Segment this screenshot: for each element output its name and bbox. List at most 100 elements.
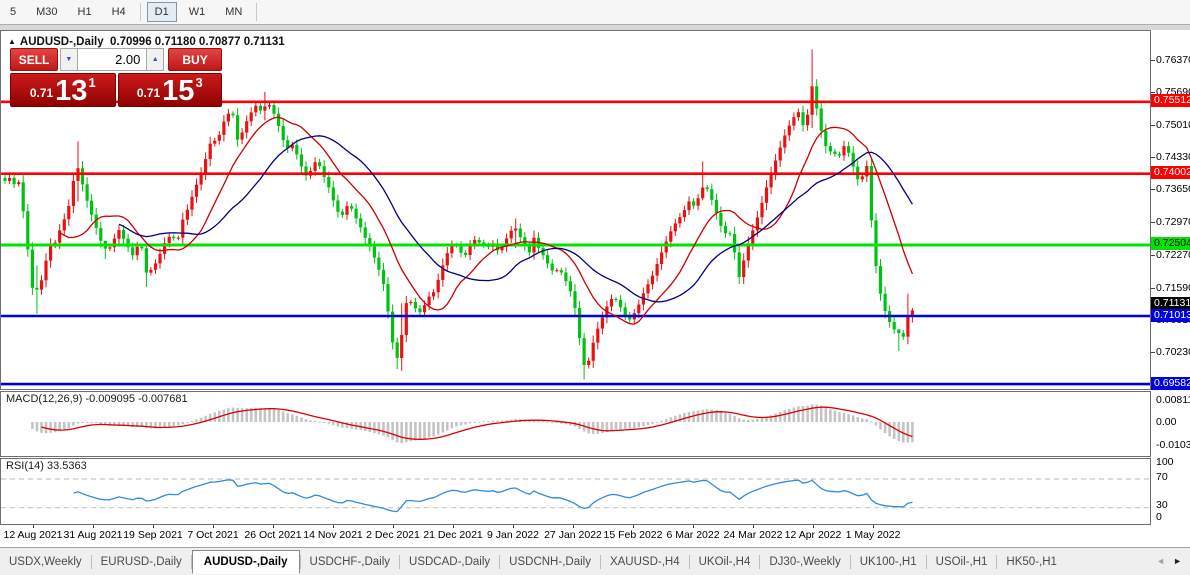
chart-tab-usdcnh-daily[interactable]: USDCNH-,Daily (509, 556, 591, 568)
tab-separator (299, 555, 301, 569)
timeframe-button-h4[interactable]: H4 (111, 6, 126, 18)
buy-button[interactable]: BUY (168, 48, 222, 71)
sell-price-main: 13 (55, 75, 88, 107)
price-level-label: 0.69582 (1151, 377, 1190, 390)
date-tick-mark (273, 525, 274, 528)
buy-price-main: 15 (162, 75, 195, 107)
buy-price-box[interactable]: 0.71 15 3 (117, 73, 222, 107)
macd-canvas[interactable] (1, 392, 1150, 456)
timeframe-button-5[interactable]: 5 (10, 6, 17, 18)
chart-tab-uk100-h1[interactable]: UK100-,H1 (859, 556, 917, 568)
date-tick-mark (93, 525, 94, 528)
date-tick-mark (453, 525, 454, 528)
sell-price-pip: 1 (88, 75, 96, 90)
macd-panel[interactable] (0, 391, 1151, 457)
chart-tab-hk50-h1[interactable]: HK50-,H1 (1006, 556, 1057, 568)
rsi-axis-label: 100 (1156, 456, 1174, 468)
sell-price-box[interactable]: 0.71 13 1 (10, 73, 116, 107)
tab-separator (190, 555, 192, 569)
chart-tab-usdcad-daily[interactable]: USDCAD-,Daily (409, 556, 491, 568)
date-label: 26 Oct 2021 (244, 529, 302, 541)
date-tick-mark (513, 525, 514, 528)
price-tick-mark (1151, 92, 1155, 93)
tab-separator (499, 555, 501, 569)
tab-separator (925, 555, 927, 569)
date-label: 19 Sep 2021 (123, 529, 183, 541)
chart-tab-usoil-h1[interactable]: USOil-,H1 (935, 556, 988, 568)
volume-decrease-button[interactable]: ▼ (60, 48, 78, 71)
date-label: 24 Mar 2022 (723, 529, 783, 541)
chart-ohlc: 0.70996 0.71180 0.70877 0.71131 (110, 36, 285, 48)
tab-scroll-left-icon[interactable]: ◄ (1156, 556, 1166, 566)
date-label: 31 Aug 2021 (63, 529, 123, 541)
date-label: 6 Mar 2022 (666, 529, 720, 541)
price-tick-mark (1151, 157, 1155, 158)
tab-separator (599, 555, 601, 569)
rsi-panel[interactable] (0, 458, 1151, 525)
timeframe-button-m30[interactable]: M30 (36, 6, 58, 18)
tab-separator (399, 555, 401, 569)
one-click-trading-panel: SELL ▼ 2.00 ▲ BUY 0.71 13 1 0.71 15 3 (10, 48, 222, 107)
sell-price-prefix: 0.71 (29, 86, 54, 100)
rsi-axis-label: 70 (1156, 471, 1168, 483)
price-level-label: 0.72504 (1151, 237, 1190, 250)
rsi-canvas[interactable] (1, 459, 1150, 524)
date-label: 12 Aug 2021 (3, 529, 63, 541)
price-tick-mark (1151, 288, 1155, 289)
date-label: 15 Feb 2022 (603, 529, 663, 541)
volume-increase-button[interactable]: ▲ (146, 48, 165, 71)
chart-tab-usdx-weekly[interactable]: USDX,Weekly (9, 556, 82, 568)
date-label: 1 May 2022 (845, 529, 901, 541)
price-tick-mark (1151, 189, 1155, 190)
rsi-axis-label: 0 (1156, 511, 1162, 523)
tab-separator (688, 555, 690, 569)
toolbar-separator (256, 3, 258, 21)
chart-tab-audusd-daily[interactable]: AUDUSD-,Daily (191, 550, 300, 574)
candlestick-chart-canvas[interactable] (1, 31, 1150, 389)
price-level-label: 0.71013 (1151, 309, 1190, 322)
toolbar-separator (139, 3, 141, 21)
macd-axis-label: 0.00811 (1156, 394, 1190, 406)
macd-axis-label: -0.01031 (1156, 439, 1190, 451)
price-tick-mark (1151, 222, 1155, 223)
timeframe-button-w1[interactable]: W1 (188, 6, 206, 18)
timeframe-button-d1[interactable]: D1 (146, 2, 177, 22)
date-label: 9 Jan 2022 (487, 529, 539, 541)
date-tick-mark (693, 525, 694, 528)
timeframe-button-h1[interactable]: H1 (77, 6, 92, 18)
chart-tab-usdchf-daily[interactable]: USDCHF-,Daily (309, 556, 391, 568)
sell-button[interactable]: SELL (10, 48, 59, 71)
chart-tab-xauusd-h4[interactable]: XAUUSD-,H4 (609, 556, 680, 568)
tab-separator (759, 555, 761, 569)
volume-input[interactable]: 2.00 (77, 48, 147, 71)
price-tick-mark (1151, 255, 1155, 256)
price-level-label: 0.75512 (1151, 94, 1190, 107)
timeframe-toolbar: 5 M30 H1 H4 D1 W1 MN (0, 0, 1190, 25)
date-tick-mark (753, 525, 754, 528)
timeframe-button-mn[interactable]: MN (225, 6, 243, 18)
date-label: 7 Oct 2021 (187, 529, 239, 541)
chart-tab-dj30-weekly[interactable]: DJ30-,Weekly (769, 556, 841, 568)
rsi-axis-label: 30 (1156, 499, 1168, 511)
price-tick-mark (1151, 125, 1155, 126)
date-tick-mark (153, 525, 154, 528)
chart-tab-eurusd-daily[interactable]: EURUSD-,Daily (100, 556, 182, 568)
macd-label: MACD(12,26,9) -0.009095 -0.007681 (6, 393, 188, 405)
chart-title: ▲ AUDUSD-,Daily 0.70996 0.71180 0.70877 0… (8, 36, 285, 48)
price-level-label: 0.74002 (1151, 166, 1190, 179)
tab-separator (996, 555, 998, 569)
chart-tab-ukoil-h4[interactable]: UKOil-,H4 (698, 556, 751, 568)
date-label: 14 Nov 2021 (303, 529, 363, 541)
buy-price-pip: 3 (195, 75, 203, 90)
date-tick-mark (573, 525, 574, 528)
price-level-label: 0.71131 (1151, 297, 1190, 310)
tab-scroll-right-icon[interactable]: ► (1173, 556, 1182, 566)
buy-price-prefix: 0.71 (136, 86, 161, 100)
date-axis[interactable]: 12 Aug 2021 31 Aug 2021 19 Sep 2021 7 Oct 2… (0, 525, 1151, 545)
rsi-label: RSI(14) 33.5363 (6, 460, 87, 472)
tab-scroll-arrows: ◄ ► (1152, 556, 1186, 566)
